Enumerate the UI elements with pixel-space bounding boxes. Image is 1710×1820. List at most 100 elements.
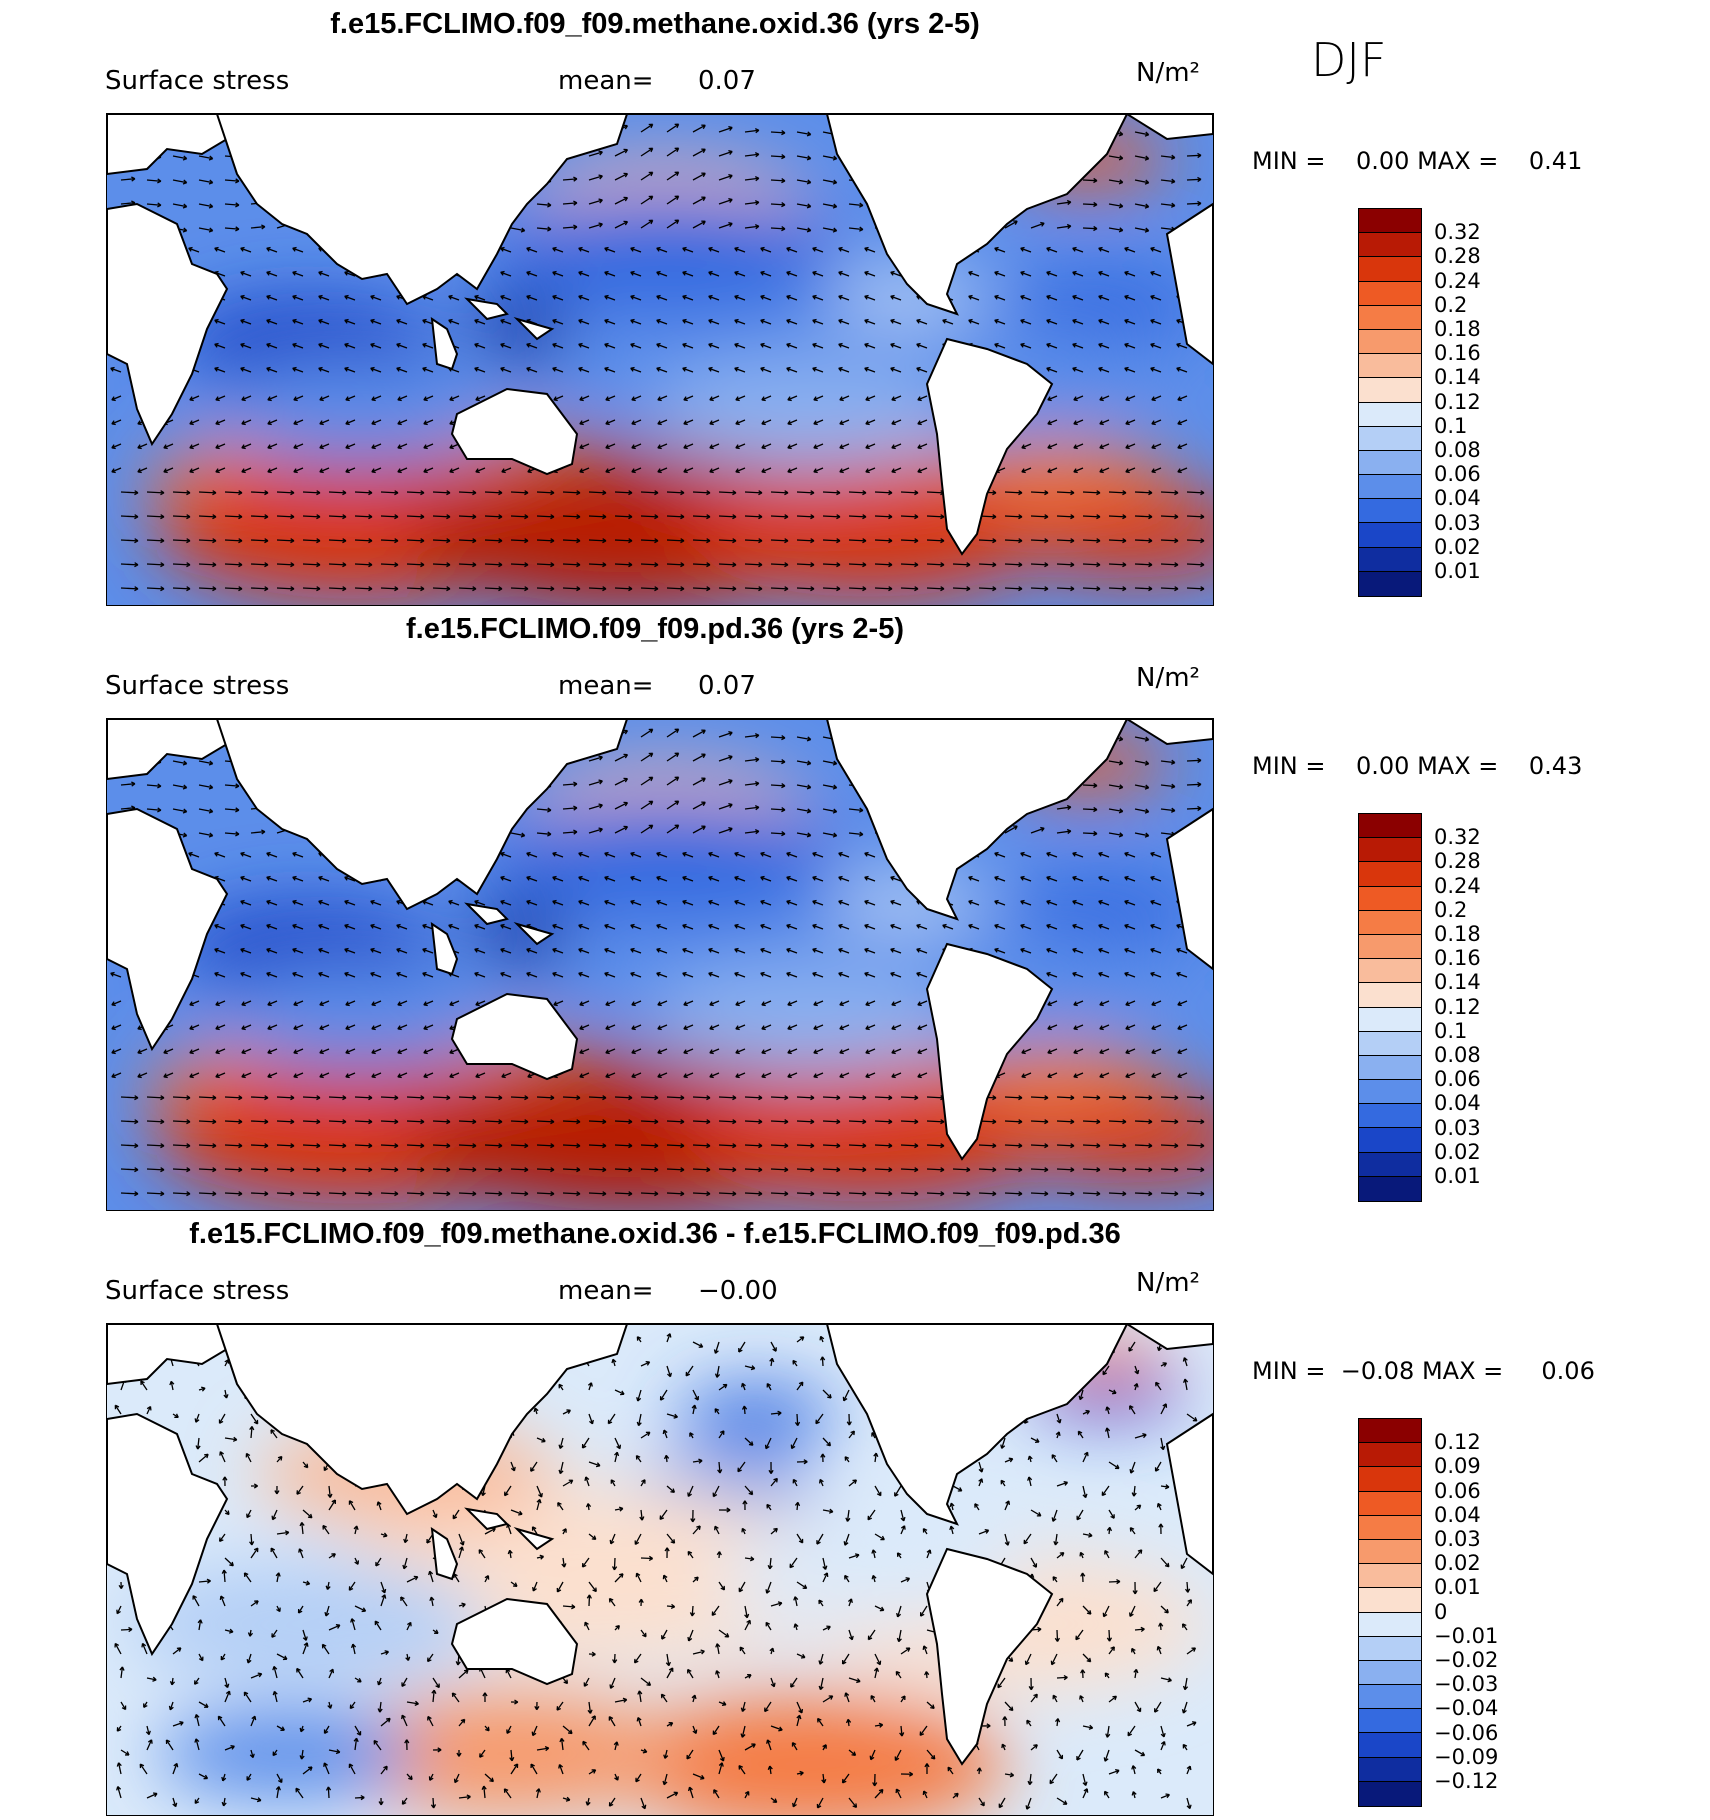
wind-arrow (786, 899, 798, 906)
wind-arrow (250, 1715, 257, 1727)
wind-arrow (552, 366, 564, 373)
wind-arrow (374, 1620, 382, 1631)
wind-arrow (452, 1509, 460, 1520)
wind-arrow (838, 318, 850, 325)
wind-arrow (536, 202, 552, 208)
wind-arrow (1177, 1000, 1188, 1007)
wind-arrow (168, 1701, 174, 1711)
wind-arrow (640, 195, 654, 205)
wind-arrow (484, 1119, 503, 1125)
wind-arrow (692, 1119, 711, 1125)
wind-arrow (1186, 1647, 1197, 1655)
wind-arrow (146, 586, 165, 592)
wind-arrow (770, 490, 789, 496)
wind-arrow (666, 728, 680, 738)
wind-arrow (657, 395, 668, 402)
wind-arrow (640, 1095, 659, 1101)
wind-arrow (397, 395, 408, 402)
wind-arrow (839, 443, 850, 450)
wind-arrow (1177, 419, 1188, 426)
wind-arrow (344, 294, 356, 301)
wind-arrow (120, 1191, 139, 1197)
wind-arrow (630, 318, 642, 325)
wind-arrow (380, 1717, 391, 1727)
wind-arrow (588, 1581, 597, 1593)
wind-arrow (1082, 1095, 1101, 1101)
wind-arrow (1154, 1461, 1162, 1472)
wind-arrow (865, 395, 876, 402)
wind-arrow (370, 971, 382, 978)
wind-arrow (1020, 342, 1032, 349)
wind-arrow (323, 1762, 330, 1775)
wind-arrow (692, 1095, 711, 1101)
wind-arrow (526, 270, 538, 277)
wind-arrow (636, 1336, 642, 1343)
wind-arrow (813, 419, 824, 426)
wind-arrow (1080, 1572, 1086, 1583)
colorbar-tick-label: 0.08 (1434, 438, 1481, 462)
wind-arrow (432, 538, 451, 544)
wind-arrow (761, 1072, 772, 1079)
wind-arrow (1134, 1119, 1153, 1125)
wind-arrow (456, 1749, 462, 1757)
wind-arrow (1133, 1668, 1139, 1679)
wind-arrow (894, 1485, 902, 1497)
wind-arrow (848, 1143, 867, 1149)
wind-arrow (1099, 1024, 1110, 1031)
wind-arrow (1004, 1457, 1014, 1463)
wind-arrow (1047, 1048, 1058, 1055)
wind-arrow (458, 1546, 464, 1559)
wind-arrow (1181, 1623, 1188, 1631)
wind-arrow (422, 318, 434, 325)
wind-arrow (536, 514, 555, 520)
wind-arrow (870, 1695, 876, 1703)
wind-arrow (735, 1000, 746, 1007)
wind-arrow (1047, 419, 1058, 426)
wind-arrow (1046, 875, 1058, 882)
wind-arrow (735, 1072, 746, 1079)
wind-arrow (770, 1095, 789, 1101)
wind-arrow (588, 514, 607, 520)
wind-arrow (848, 807, 864, 813)
wind-arrow (1157, 1768, 1162, 1775)
map-plot (106, 1323, 1214, 1820)
wind-arrow (120, 562, 139, 568)
wind-arrow (871, 1574, 877, 1583)
wind-arrow (760, 342, 772, 349)
wind-arrow (735, 467, 746, 474)
wind-arrow (146, 1792, 158, 1799)
wind-arrow (1129, 1461, 1136, 1474)
wind-arrow (692, 1576, 699, 1583)
wind-arrow (276, 562, 295, 568)
wind-arrow (1131, 1791, 1137, 1799)
wind-arrow (900, 1095, 919, 1101)
wind-arrow (427, 1653, 434, 1663)
wind-arrow (380, 514, 399, 520)
wind-arrow (796, 1191, 815, 1197)
wind-arrow (250, 1143, 269, 1149)
coastline (627, 718, 1129, 921)
wind-arrow (640, 586, 659, 592)
wind-arrow (328, 490, 347, 496)
wind-arrow (737, 1461, 746, 1473)
wind-arrow (1021, 467, 1032, 474)
wind-arrow (741, 1382, 746, 1391)
wind-arrow (250, 1167, 269, 1173)
wind-arrow (994, 851, 1006, 858)
wind-arrow (838, 270, 850, 277)
wind-arrow (509, 1749, 515, 1762)
wind-arrow (198, 832, 214, 838)
wind-arrow (663, 1454, 670, 1463)
wind-arrow (404, 1739, 410, 1751)
wind-arrow (552, 875, 564, 882)
wind-arrow (1134, 1549, 1143, 1559)
wind-arrow (241, 467, 252, 474)
wind-arrow (562, 829, 578, 835)
wind-arrow (1020, 875, 1032, 882)
wind-arrow (1124, 923, 1136, 930)
wind-arrow (640, 219, 654, 229)
wind-arrow (1186, 757, 1202, 764)
wind-arrow (172, 1191, 191, 1197)
wind-arrow (526, 366, 538, 373)
wind-arrow (744, 1673, 752, 1679)
